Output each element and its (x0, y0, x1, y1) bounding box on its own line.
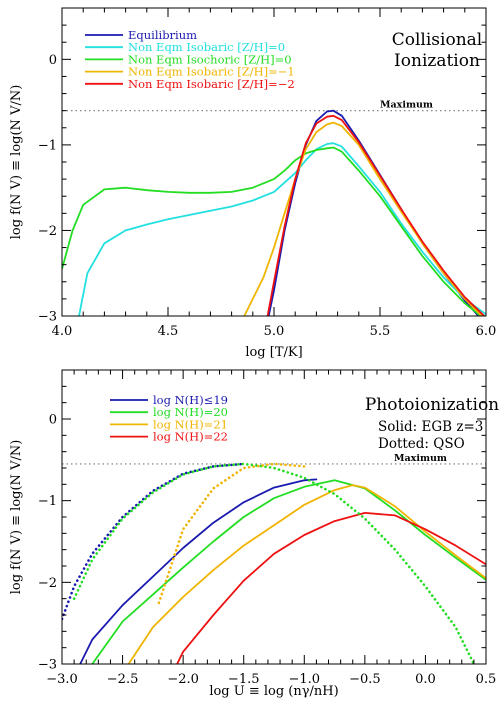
x-tick-label: −0.5 (349, 672, 381, 687)
legend-label: Non Eqm Isochoric [Z/H]=0 (128, 52, 292, 66)
series-line-4 (243, 121, 484, 316)
panel-title: Collisional (392, 30, 482, 50)
panel-title: Ionization (394, 51, 480, 71)
x-axis-label: log [T/K] (245, 345, 302, 360)
series-line-3 (62, 146, 483, 316)
series-group (62, 462, 486, 664)
series-line-3 (127, 484, 486, 664)
y-tick-label: −3 (38, 658, 57, 673)
maximum-label: Maximum (380, 100, 433, 111)
y-tick-label: −1 (38, 138, 57, 153)
x-tick-label: −1.0 (288, 672, 320, 687)
x-tick-label: 4.0 (52, 324, 73, 339)
y-tick-label: 0 (49, 413, 57, 428)
series-line-1 (267, 109, 480, 316)
series-line-2 (91, 479, 486, 664)
panel-title: Photoionization (365, 395, 499, 415)
x-tick-label: −2.0 (167, 672, 199, 687)
x-tick-label: −1.5 (228, 672, 260, 687)
x-tick-label: −3.0 (46, 672, 78, 687)
x-tick-label: 0.0 (415, 672, 436, 687)
y-tick-label: −2 (38, 224, 57, 239)
legend-label: Non Eqm Isobaric [Z/H]=−2 (128, 77, 295, 91)
x-tick-label: 6.0 (476, 324, 497, 339)
series-line-2 (78, 142, 486, 316)
x-tick-label: 0.5 (476, 672, 497, 687)
x-tick-label: 5.0 (264, 324, 285, 339)
y-axis-label: log f(N V) ≡ log(N V/N) (9, 440, 24, 595)
legend-label: Equilibrium (128, 28, 197, 42)
legend-label: Non Eqm Isobaric [Z/H]=−1 (128, 65, 295, 79)
legend-label: log N(H)≤19 (153, 393, 228, 407)
panel-subtitle: Solid: EGB z=3 (378, 419, 483, 435)
y-tick-label: −3 (38, 310, 57, 325)
maximum-label: Maximum (394, 453, 447, 464)
chart-panel-2: Maximum −3.0 −2.5 −2.0 −1.5 −1.0 −0.5 0.0 0.5 −3 −… (9, 369, 499, 699)
x-tick-label: 5.5 (370, 324, 391, 339)
series-line-4 (176, 512, 486, 664)
y-tick-label: 0 (49, 53, 57, 68)
legend-label: log N(H)=20 (153, 405, 228, 419)
series-line-5 (62, 462, 245, 621)
y-axis-label: log f(N V) ≡ log(N V/N) (9, 85, 24, 240)
series-line-6 (72, 462, 476, 664)
series-line-1 (79, 478, 318, 664)
series-line-7 (157, 462, 306, 605)
y-tick-label: −1 (38, 494, 57, 509)
x-tick-label: 4.5 (158, 324, 179, 339)
legend-label: Non Eqm Isobaric [Z/H]=0 (128, 40, 285, 54)
legend-label: log N(H)=21 (153, 417, 228, 431)
chart-panel-1: Maximum 4.0 4.5 5.0 5.5 6.0 −3 −2 −1 0 log [T/K] lo… (9, 7, 497, 360)
x-axis-label: log U ≡ log (nγ/nH) (209, 684, 338, 699)
x-tick-label: −2.5 (107, 672, 139, 687)
series-group (62, 109, 486, 316)
series-line-5 (266, 114, 486, 316)
y-tick-label: −2 (38, 576, 57, 591)
legend-label: log N(H)=22 (153, 430, 228, 444)
panel-subtitle: Dotted: QSO (378, 436, 465, 452)
